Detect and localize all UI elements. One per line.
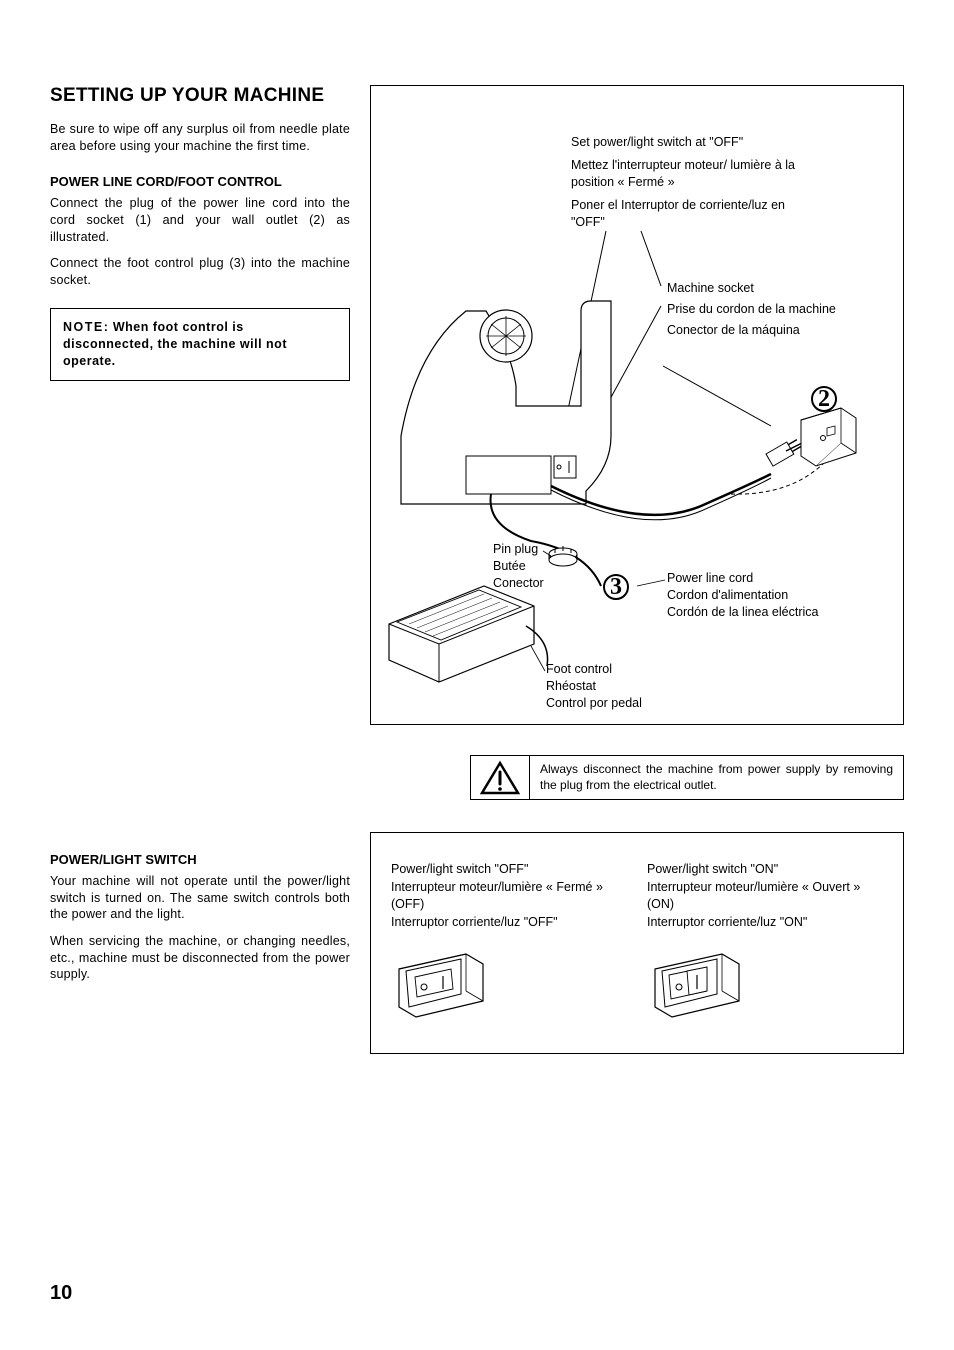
switch-off-column: Power/light switch "OFF" Interrupteur mo… — [391, 861, 627, 1025]
section2-p2: When servicing the machine, or changing … — [50, 933, 350, 983]
warning-icon-box — [470, 755, 530, 800]
switch-on-fr: Interrupteur moteur/lumière « Ouvert » (… — [647, 879, 883, 914]
top-section: SETTING UP YOUR MACHINE Be sure to wipe … — [50, 85, 904, 800]
section1-heading: POWER LINE CORD/FOOT CONTROL — [50, 174, 350, 189]
section1-p2: Connect the foot control plug (3) into t… — [50, 255, 350, 288]
section2-p1: Your machine will not operate until the … — [50, 873, 350, 923]
intro-text: Be sure to wipe off any surplus oil from… — [50, 121, 350, 154]
section2-heading: POWER/LIGHT SWITCH — [50, 852, 350, 867]
switch-off-fr: Interrupteur moteur/lumière « Fermé » (O… — [391, 879, 627, 914]
machine-illustration — [371, 86, 891, 725]
left-column: SETTING UP YOUR MACHINE Be sure to wipe … — [50, 85, 350, 800]
page-root: SETTING UP YOUR MACHINE Be sure to wipe … — [50, 85, 904, 1054]
page-title: SETTING UP YOUR MACHINE — [50, 85, 350, 107]
warning-row: Always disconnect the machine from power… — [470, 755, 904, 800]
note-box: NOTE: When foot control is disconnected,… — [50, 308, 350, 381]
switch-off-en: Power/light switch "OFF" — [391, 861, 627, 879]
section2-left: POWER/LIGHT SWITCH Your machine will not… — [50, 832, 350, 1054]
right-column: Set power/light switch at "OFF" Mettez l… — [370, 85, 904, 800]
section1-p1: Connect the plug of the power line cord … — [50, 195, 350, 245]
switch-on-es: Interruptor corriente/luz "ON" — [647, 914, 883, 932]
switch-off-es: Interruptor corriente/luz "OFF" — [391, 914, 627, 932]
page-number: 10 — [50, 1282, 72, 1305]
warning-text: Always disconnect the machine from power… — [530, 755, 904, 800]
switch-on-icon — [647, 949, 747, 1019]
switch-on-en: Power/light switch "ON" — [647, 861, 883, 879]
switch-on-column: Power/light switch "ON" Interrupteur mot… — [647, 861, 883, 1025]
warning-icon — [480, 760, 520, 796]
switch-diagram-box: Power/light switch "OFF" Interrupteur mo… — [370, 832, 904, 1054]
note-label: NOTE: — [63, 320, 109, 334]
switch-off-icon — [391, 949, 491, 1019]
bottom-section: POWER/LIGHT SWITCH Your machine will not… — [50, 832, 904, 1054]
main-diagram: Set power/light switch at "OFF" Mettez l… — [370, 85, 904, 725]
